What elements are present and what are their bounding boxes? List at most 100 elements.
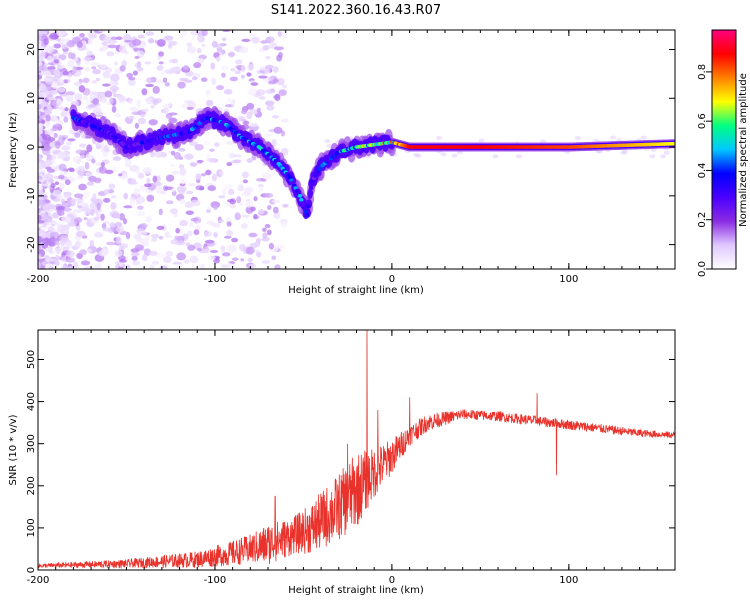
spectrogram-cell [75,149,86,154]
spectrogram-cell [240,110,248,115]
spectrogram-cell [86,32,97,37]
spectrogram-cell [232,257,239,261]
spectrogram-cell [106,241,116,246]
spectrogram-cell [206,206,213,211]
spectrogram-cell [55,241,61,247]
spectrogram-cell [58,182,65,191]
spectrogram-cell [136,99,141,108]
spectrogram-cell [38,72,44,76]
spectrogram-cell [38,122,44,127]
spectrogram-cell [171,150,176,156]
spectrogram-cell [82,77,90,84]
snr-chart: -200 -100 0 100 0 100 200 300 400 500 Height of … [8,329,676,596]
spectrogram-cell [145,216,152,223]
spectrogram-cell [66,250,75,258]
spectrogram-cell [158,61,164,65]
spectrogram-cell [70,198,76,202]
spectrogram-cell [38,175,43,180]
spectrogram-cell [52,221,58,226]
snr-plot-area [38,330,675,570]
spectrogram-cell [246,111,253,120]
spectrogram-cell [164,231,171,238]
spectrogram-cell [57,209,65,216]
spectrogram-cell [132,47,143,51]
spectrogram-cell [266,105,275,111]
spectrogram-cell [218,171,224,176]
spectrogram-cell [65,257,76,263]
spectrogram-x-ticks: -200 -100 0 100 [27,30,676,285]
spectrogram-cell [236,196,242,204]
spectrogram-cell [231,237,239,243]
spectrogram-cell [649,154,656,159]
spectrogram-cell [224,184,233,190]
spectrogram-cell [239,201,244,207]
spectrogram-cell [213,232,218,238]
spectrogram-cell [274,46,285,51]
spectrogram-cell [168,117,177,124]
spectrogram-cell [38,119,42,124]
spectrogram-cell [210,201,221,209]
spectrogram-cell [132,260,140,266]
spectrogram-cell [208,255,216,261]
spectrogram-cell [85,153,92,161]
spectrogram-cell [137,34,146,39]
spectrogram-cell [179,198,185,205]
spectrogram-cell [234,70,241,75]
spectrogram-cell [38,235,42,244]
spectrogram-cell [95,112,104,116]
spectrogram-cell [183,259,190,264]
spectrogram-cell [169,163,176,167]
spectrogram-cell [640,135,647,140]
spectrogram-cell [141,88,148,96]
spectrogram-cell [247,87,257,96]
spectrogram-cell [49,147,57,152]
spectrogram-cell [129,106,138,112]
spectrogram-cell [264,133,272,137]
spectrogram-cell [214,257,220,261]
spectrogram-cell [78,143,87,148]
spectrogram-cell [85,171,93,177]
spectrogram-cell [205,89,211,96]
spectrogram-cell [144,61,152,65]
spectrogram-cell [241,214,250,218]
spectrogram-cell [65,141,73,146]
spectrogram-cell [196,159,204,163]
spectrogram-cell [415,153,422,158]
spectrogram-cell [171,187,176,192]
snr-y-tick-label: 300 [26,434,37,453]
spectrogram-cell [86,144,93,153]
spectrogram-cell [100,213,105,221]
spectrogram-cell [94,208,99,215]
spectrogram-cell [201,43,206,48]
spectrogram-cell [250,82,259,86]
spectrogram-cell [241,38,251,43]
spectrogram-cell [148,119,158,126]
spectrogram-cell [131,255,138,261]
spectrogram-cell [73,81,82,87]
spectrogram-cell [110,36,118,41]
spectrogram-cell [79,154,85,159]
spectrogram-cell [203,140,211,146]
spectrogram-cell [152,85,160,94]
spectrogram-cell [203,249,210,253]
spectrogram-cell [239,46,249,54]
spectrogram-cell [265,55,271,60]
spectrogram-cell [178,164,185,169]
spectrogram-cell [169,67,174,75]
spectrogram-cell [160,68,166,75]
spectrogram-cell [56,30,66,37]
spectrogram-cell [142,167,152,175]
spectrogram-cell [211,40,218,48]
spectrogram-cell [38,97,43,105]
spectrogram-cell [104,90,113,98]
spectrogram-cell [110,202,117,210]
spectrogram-cell [115,236,122,244]
spectrogram-ridge-core [301,205,307,210]
colorbar-tick-label: 0.6 [697,113,708,129]
spectrogram-cell [44,173,54,181]
colorbar-tick-label: 0.8 [697,64,708,80]
spectrogram-cell [102,70,111,79]
spectrogram-cell [56,98,62,105]
spectrogram-cell [127,78,136,87]
spectrogram-x-tick-label: 100 [559,274,578,285]
